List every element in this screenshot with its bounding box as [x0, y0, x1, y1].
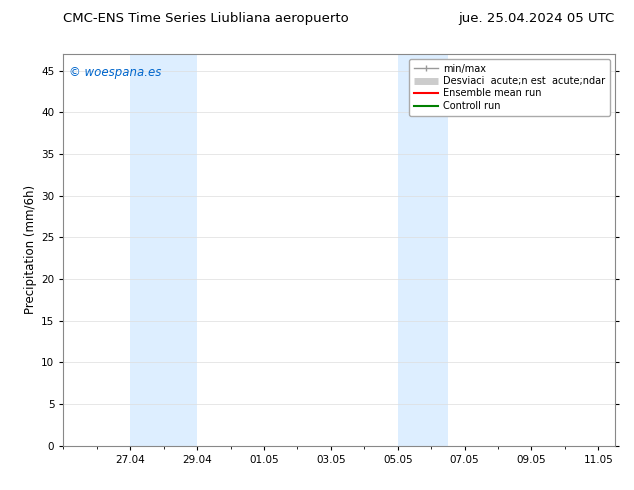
- Text: © woespana.es: © woespana.es: [69, 66, 161, 79]
- Text: CMC-ENS Time Series Liubliana aeropuerto: CMC-ENS Time Series Liubliana aeropuerto: [63, 12, 349, 25]
- Text: jue. 25.04.2024 05 UTC: jue. 25.04.2024 05 UTC: [459, 12, 615, 25]
- Bar: [130, 54, 197, 446]
- Y-axis label: Precipitation (mm/6h): Precipitation (mm/6h): [24, 185, 37, 315]
- Legend: min/max, Desviaci  acute;n est  acute;ndar, Ensemble mean run, Controll run: min/max, Desviaci acute;n est acute;ndar…: [409, 59, 610, 116]
- Bar: [398, 54, 448, 446]
